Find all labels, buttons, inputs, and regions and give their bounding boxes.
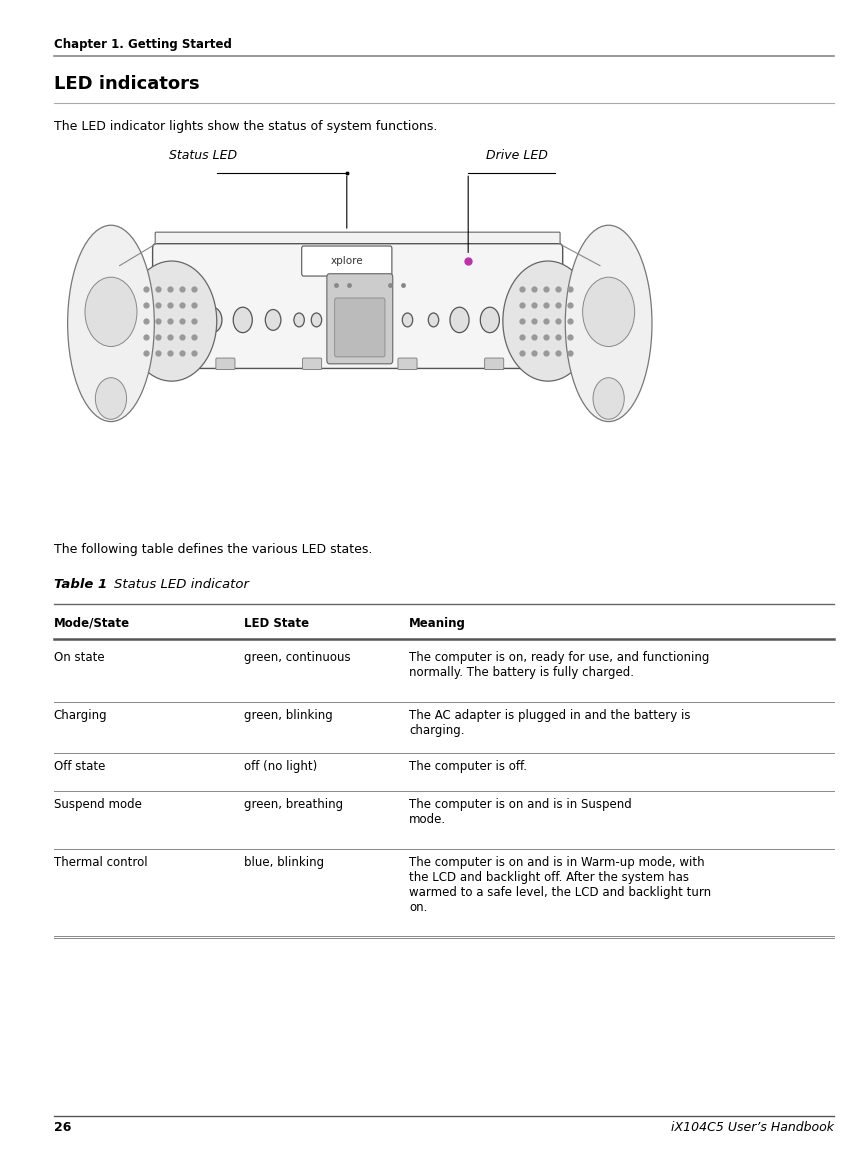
Circle shape — [450, 307, 469, 333]
Text: Suspend mode: Suspend mode — [54, 798, 141, 811]
Text: The AC adapter is plugged in and the battery is
charging.: The AC adapter is plugged in and the bat… — [409, 709, 691, 737]
FancyBboxPatch shape — [302, 246, 392, 276]
Ellipse shape — [565, 225, 652, 422]
FancyBboxPatch shape — [485, 358, 504, 370]
Ellipse shape — [68, 225, 154, 422]
FancyBboxPatch shape — [327, 274, 393, 364]
Text: The computer is on, ready for use, and functioning
normally. The battery is full: The computer is on, ready for use, and f… — [409, 651, 709, 679]
Circle shape — [311, 313, 322, 327]
Text: Status LED indicator: Status LED indicator — [114, 578, 249, 590]
Text: The following table defines the various LED states.: The following table defines the various … — [54, 543, 372, 556]
Text: LED State: LED State — [244, 617, 310, 629]
Circle shape — [127, 261, 217, 381]
Circle shape — [233, 307, 252, 333]
Text: blue, blinking: blue, blinking — [244, 856, 324, 869]
Text: Off state: Off state — [54, 760, 105, 773]
Text: Chapter 1. Getting Started: Chapter 1. Getting Started — [54, 38, 231, 51]
Text: Drive LED: Drive LED — [486, 149, 547, 162]
Circle shape — [503, 261, 593, 381]
FancyBboxPatch shape — [155, 232, 560, 255]
Text: 26: 26 — [54, 1120, 71, 1134]
Text: On state: On state — [54, 651, 104, 664]
Circle shape — [203, 307, 222, 333]
Text: iX104C5 User’s Handbook: iX104C5 User’s Handbook — [671, 1120, 834, 1134]
Circle shape — [85, 277, 137, 346]
Text: Mode/State: Mode/State — [54, 617, 130, 629]
Text: LED indicators: LED indicators — [54, 75, 199, 94]
Text: green, blinking: green, blinking — [244, 709, 333, 722]
Text: xplore: xplore — [330, 256, 363, 266]
Circle shape — [480, 307, 499, 333]
Circle shape — [593, 378, 624, 419]
FancyBboxPatch shape — [216, 358, 235, 370]
Text: Thermal control: Thermal control — [54, 856, 147, 869]
Text: The computer is on and is in Warm-up mode, with
the LCD and backlight off. After: The computer is on and is in Warm-up mod… — [409, 856, 711, 914]
Text: Meaning: Meaning — [409, 617, 466, 629]
Text: green, breathing: green, breathing — [244, 798, 343, 811]
Circle shape — [294, 313, 304, 327]
Text: off (no light): off (no light) — [244, 760, 317, 773]
Circle shape — [265, 310, 281, 330]
Text: Charging: Charging — [54, 709, 108, 722]
FancyBboxPatch shape — [398, 358, 417, 370]
Text: Status LED: Status LED — [169, 149, 238, 162]
Circle shape — [583, 277, 635, 346]
FancyBboxPatch shape — [153, 244, 563, 368]
Circle shape — [95, 378, 127, 419]
Circle shape — [532, 307, 551, 333]
FancyBboxPatch shape — [303, 358, 322, 370]
Text: The LED indicator lights show the status of system functions.: The LED indicator lights show the status… — [54, 120, 437, 133]
Text: The computer is on and is in Suspend
mode.: The computer is on and is in Suspend mod… — [409, 798, 632, 826]
Text: green, continuous: green, continuous — [244, 651, 351, 664]
Circle shape — [511, 307, 530, 333]
FancyBboxPatch shape — [335, 298, 385, 357]
Text: The computer is off.: The computer is off. — [409, 760, 527, 773]
Text: Table 1: Table 1 — [54, 578, 107, 590]
Circle shape — [402, 313, 413, 327]
Circle shape — [428, 313, 439, 327]
